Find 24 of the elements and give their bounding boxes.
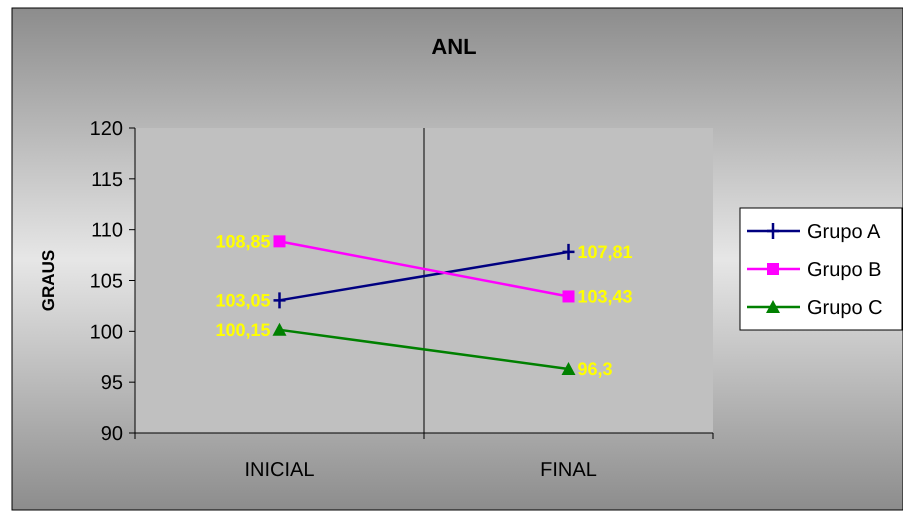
y-tick-label: 120	[90, 118, 123, 140]
legend-label: Grupo A	[807, 221, 882, 243]
y-tick-label: 100	[90, 321, 123, 344]
y-tick-label: 95	[100, 372, 123, 394]
point	[272, 291, 287, 310]
x-tick-label: INICIAL	[244, 459, 315, 481]
x-tick-label: FINAL	[540, 459, 597, 481]
y-tick-label: 110	[91, 220, 123, 242]
data-label: 96,3	[578, 358, 613, 379]
point	[274, 235, 286, 248]
y-axis-title: GRAUS	[39, 250, 58, 312]
y-tick-label: 115	[91, 168, 123, 191]
data-label: 108,85	[215, 231, 270, 252]
data-label: 103,05	[215, 290, 270, 310]
y-tick-label: 90	[100, 423, 123, 445]
point	[561, 242, 576, 262]
y-tick-label: 105	[90, 270, 123, 292]
point	[562, 290, 574, 302]
chart-title: ANL	[431, 34, 477, 59]
data-label: 103,43	[578, 286, 633, 306]
legend-label: Grupo C	[807, 297, 883, 319]
legend-label: Grupo B	[807, 259, 882, 281]
data-label: 107,81	[578, 242, 633, 262]
data-label: 100,15	[215, 320, 270, 340]
